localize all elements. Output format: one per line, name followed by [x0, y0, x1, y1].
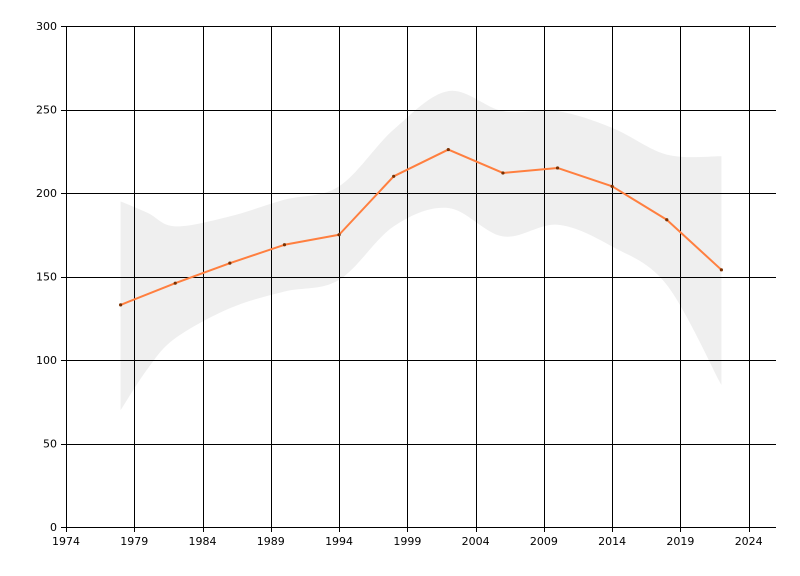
- x-tick-label: 2009: [530, 535, 558, 548]
- y-tick-label: 150: [36, 271, 57, 284]
- tick-labels: 1974 1979 1984 1989 1994 1999 2004 2009 2014 2019…: [36, 20, 763, 548]
- data-point: [555, 166, 560, 170]
- data-point: [446, 147, 450, 152]
- data-point: [392, 174, 396, 178]
- data-point: [228, 261, 232, 265]
- x-tick-label: 1994: [325, 535, 353, 548]
- x-tick-label: 2004: [462, 535, 490, 548]
- y-tick-label: 100: [36, 354, 57, 367]
- y-tick-label: 200: [36, 187, 57, 200]
- data-point: [665, 218, 669, 222]
- x-tick-label: 1979: [120, 535, 148, 548]
- confidence-band: [120, 90, 722, 411]
- data-point: [610, 184, 614, 188]
- data-point: [173, 281, 177, 285]
- data-point: [501, 171, 505, 175]
- y-tick-label: 250: [36, 104, 57, 117]
- y-tick-label: 50: [43, 438, 57, 451]
- x-tick-label: 1989: [257, 535, 285, 548]
- axes: [61, 26, 776, 532]
- data-point: [719, 268, 723, 272]
- confidence-band-layer: [120, 90, 722, 411]
- x-tick-label: 2024: [735, 535, 763, 548]
- y-tick-label: 300: [36, 20, 57, 33]
- x-tick-label: 2019: [666, 535, 694, 548]
- data-point: [119, 303, 123, 307]
- series-layer: [119, 147, 723, 307]
- x-tick-label: 1984: [189, 535, 217, 548]
- x-tick-label: 2014: [598, 535, 626, 548]
- x-tick-label: 1999: [393, 535, 421, 548]
- x-tick-label: 1974: [52, 535, 80, 548]
- y-tick-label: 0: [50, 521, 57, 534]
- series-line: [120, 148, 723, 306]
- data-point: [337, 233, 341, 237]
- gridlines-overlay: [66, 26, 776, 527]
- data-point: [282, 243, 287, 247]
